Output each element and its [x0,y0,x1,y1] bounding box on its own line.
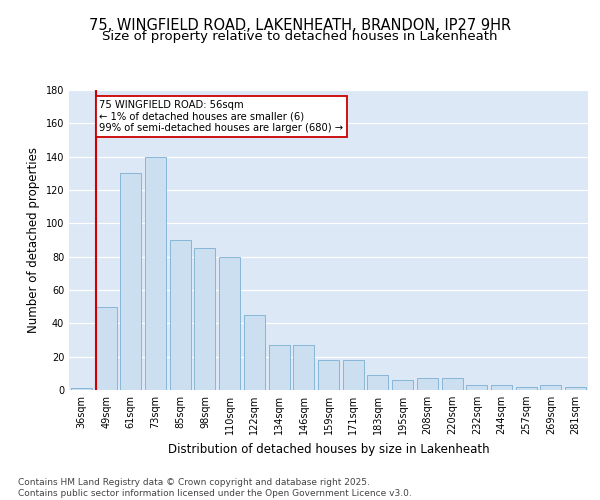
Bar [565,386,586,390]
Bar [343,360,364,390]
Text: 75 WINGFIELD ROAD: 56sqm
← 1% of detached houses are smaller (6)
99% of semi-det: 75 WINGFIELD ROAD: 56sqm ← 1% of detache… [99,100,343,133]
Bar [120,174,141,390]
Bar [219,256,240,390]
Bar [442,378,463,390]
Bar [170,240,191,390]
Bar [71,388,92,390]
Bar [269,345,290,390]
Text: Contains HM Land Registry data © Crown copyright and database right 2025.
Contai: Contains HM Land Registry data © Crown c… [18,478,412,498]
Text: 75, WINGFIELD ROAD, LAKENHEATH, BRANDON, IP27 9HR: 75, WINGFIELD ROAD, LAKENHEATH, BRANDON,… [89,18,511,32]
Text: Size of property relative to detached houses in Lakenheath: Size of property relative to detached ho… [102,30,498,43]
Bar [318,360,339,390]
Bar [417,378,438,390]
Bar [367,375,388,390]
Bar [293,345,314,390]
Bar [145,156,166,390]
X-axis label: Distribution of detached houses by size in Lakenheath: Distribution of detached houses by size … [167,442,490,456]
Y-axis label: Number of detached properties: Number of detached properties [27,147,40,333]
Bar [392,380,413,390]
Bar [194,248,215,390]
Bar [516,386,537,390]
Bar [541,385,562,390]
Bar [491,385,512,390]
Bar [95,306,116,390]
Bar [466,385,487,390]
Bar [244,315,265,390]
